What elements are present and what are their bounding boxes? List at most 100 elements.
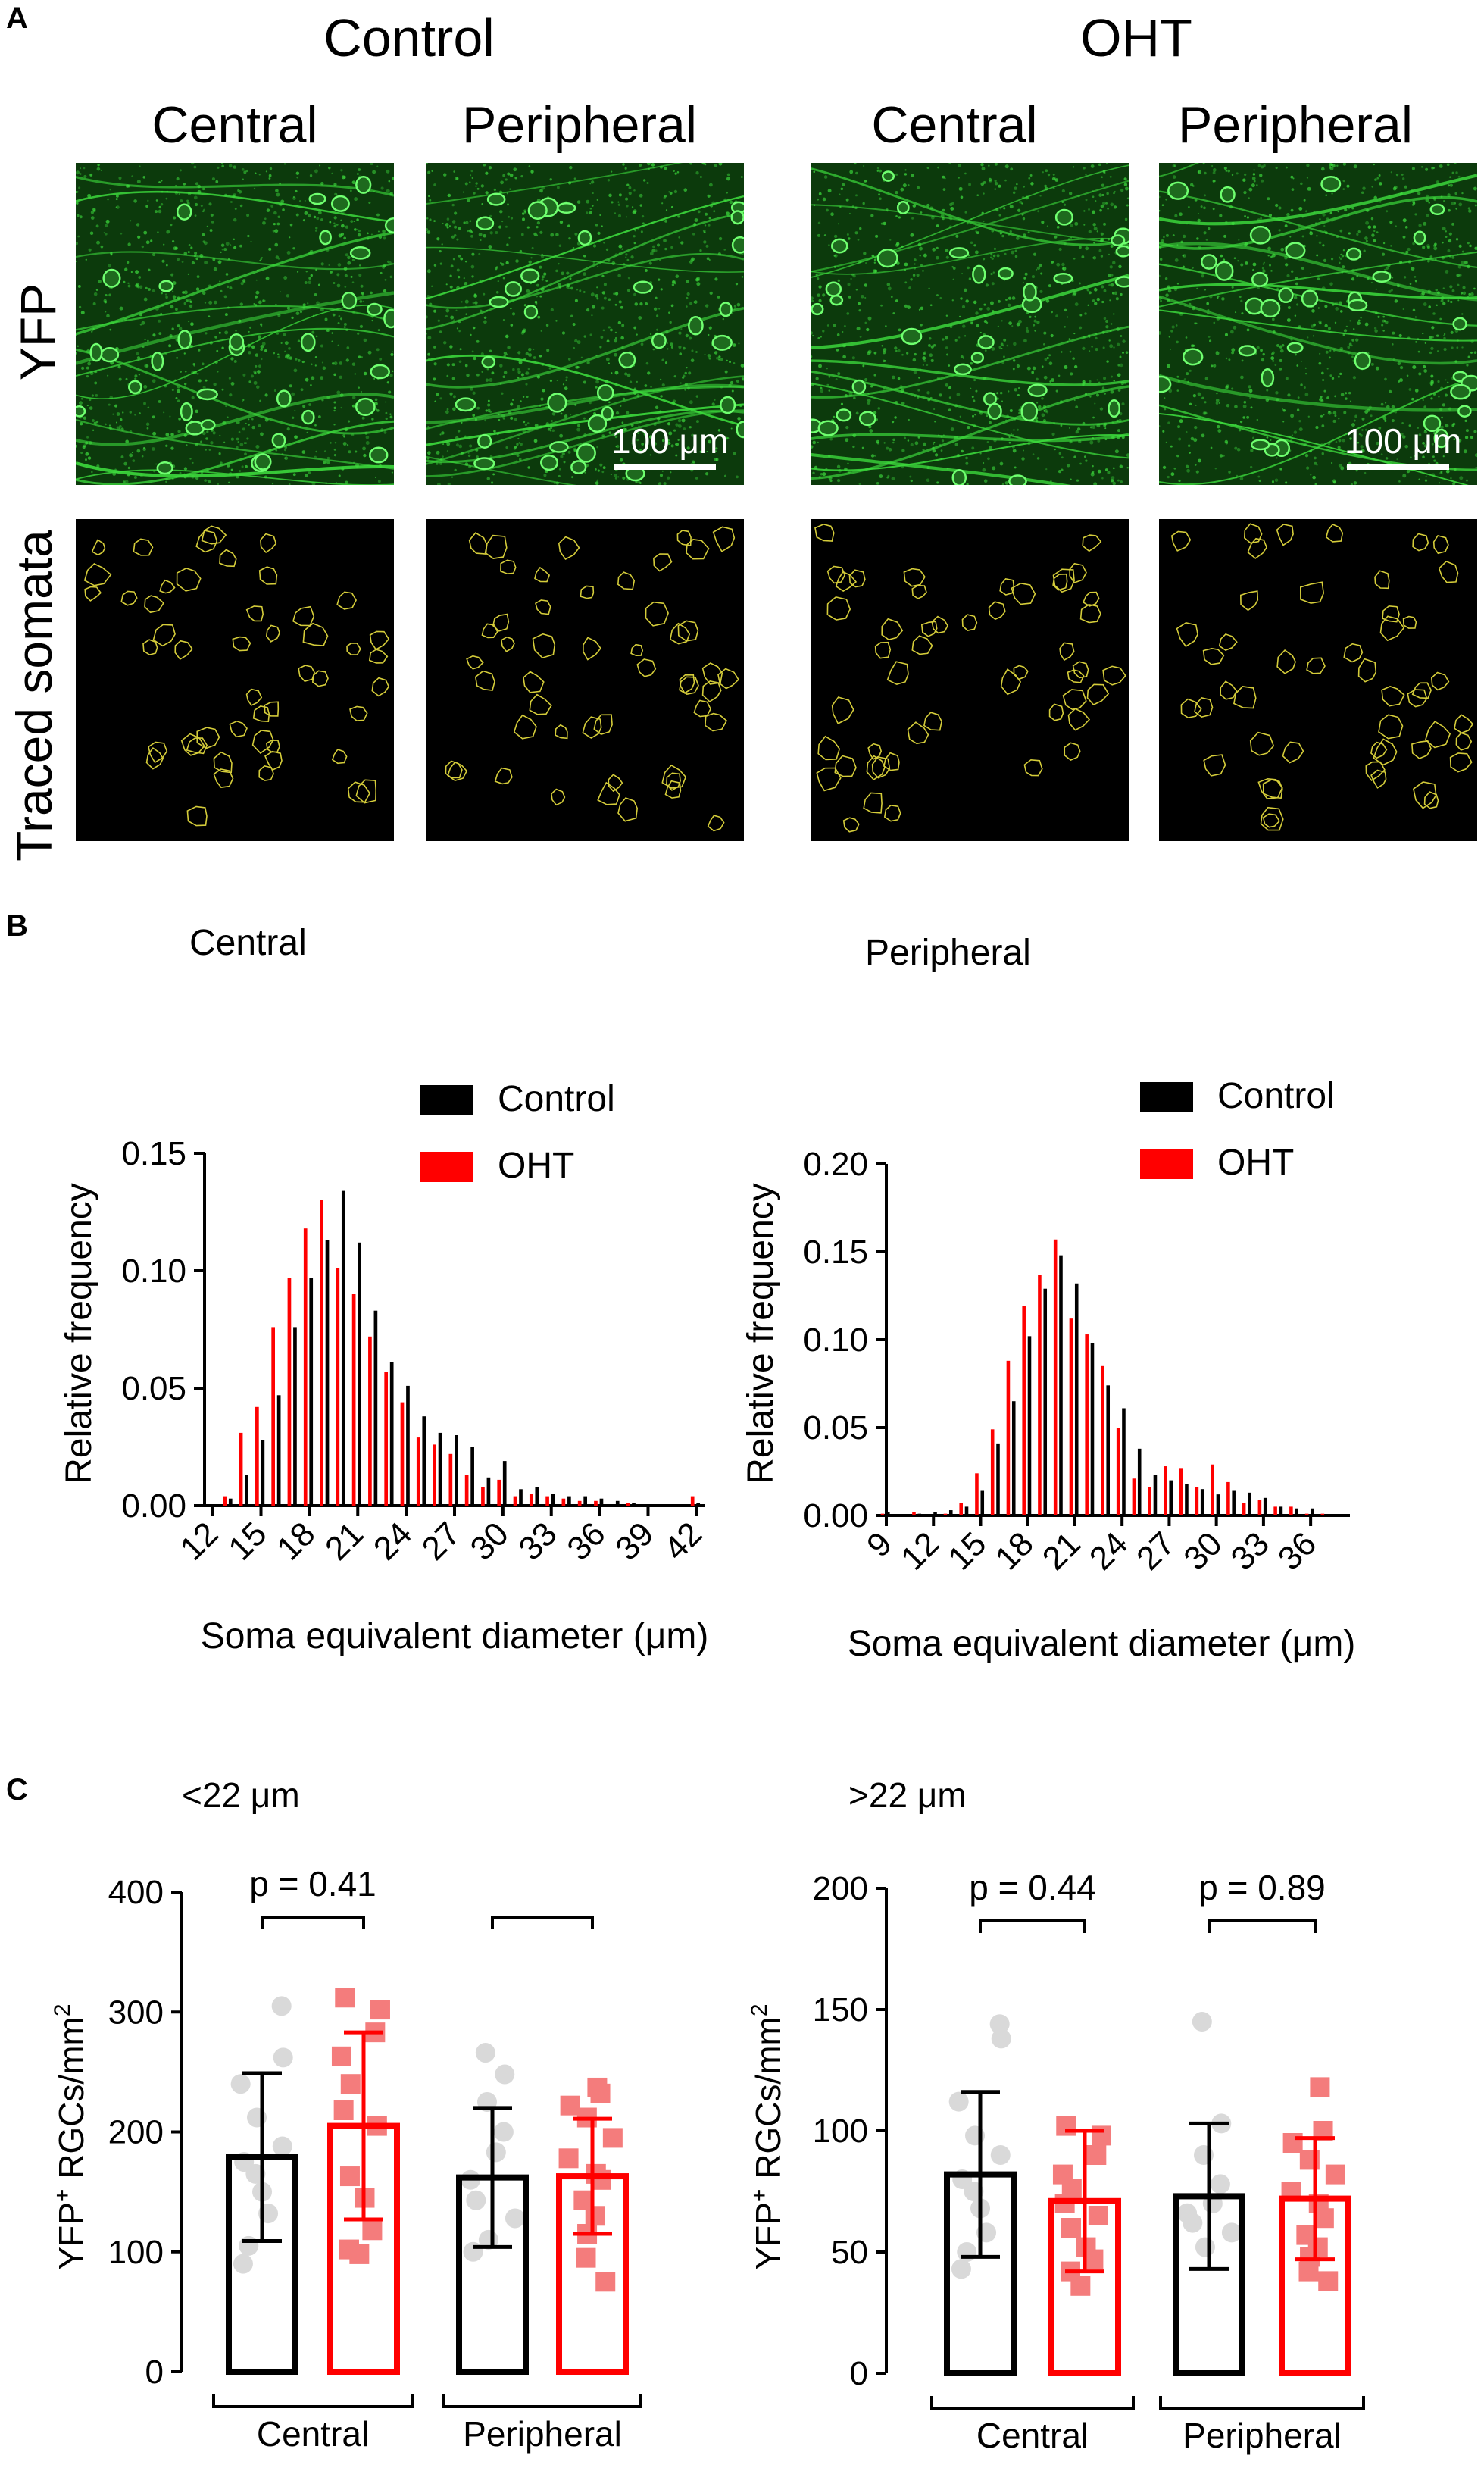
fiber-speckle [313, 215, 317, 219]
fiber-speckle [1411, 397, 1414, 401]
scale-bar-label: 100 μm [1345, 421, 1462, 461]
fiber-speckle [659, 474, 664, 477]
fiber-speckle [127, 242, 131, 246]
fiber-speckle [1126, 453, 1129, 458]
traced-soma-outline [176, 568, 202, 592]
fiber-speckle [1303, 199, 1306, 202]
fiber-speckle [622, 476, 626, 480]
fiber-speckle [741, 276, 744, 278]
axon-fiber [426, 246, 744, 273]
fiber-speckle [1108, 283, 1111, 286]
fiber-speckle [998, 214, 1001, 217]
fiber-speckle [922, 364, 924, 366]
fiber-speckle [1117, 342, 1120, 346]
traced-soma-outline [133, 538, 154, 556]
histogram-bar-control [964, 1506, 969, 1515]
fiber-speckle [367, 232, 369, 235]
fiber-speckle [1114, 191, 1116, 193]
fiber-speckle [677, 418, 682, 423]
fiber-speckle [975, 389, 978, 393]
traced-soma-outline [445, 760, 463, 779]
fiber-speckle [525, 372, 527, 374]
col-title-oht-peripheral: Peripheral [1178, 96, 1413, 154]
fiber-speckle [340, 406, 342, 409]
fiber-speckle [346, 444, 349, 446]
traced-soma-outline [1299, 581, 1325, 604]
fiber-speckle [812, 471, 815, 475]
fiber-speckle [337, 321, 340, 324]
fiber-speckle [1054, 448, 1056, 451]
fiber-speckle [1390, 171, 1392, 174]
fiber-speckle [636, 333, 638, 336]
fiber-speckle [339, 375, 342, 379]
fiber-speckle [901, 465, 904, 469]
fiber-speckle [1345, 392, 1348, 395]
histogram-bar-control [1216, 1494, 1220, 1515]
fiber-speckle [221, 164, 224, 168]
fiber-speckle [533, 356, 536, 359]
traced-soma-outline [1343, 643, 1364, 663]
fiber-speckle [375, 408, 377, 411]
fiber-speckle [180, 199, 183, 203]
fiber-speckle [220, 163, 223, 164]
histogram-bar-oht [975, 1473, 979, 1515]
fiber-speckle [1262, 263, 1264, 265]
fiber-speckle [320, 262, 324, 266]
fiber-speckle [107, 374, 109, 377]
rgc-soma [1238, 345, 1257, 357]
fiber-speckle [1031, 275, 1036, 279]
fiber-speckle [1463, 449, 1467, 454]
fiber-speckle [1287, 305, 1292, 310]
fiber-speckle [172, 290, 174, 292]
fiber-speckle [974, 414, 976, 416]
fiber-speckle [480, 239, 482, 242]
rgc-soma [196, 388, 218, 401]
fiber-speckle [739, 254, 742, 256]
fiber-speckle [1462, 286, 1466, 289]
fiber-speckle [1395, 174, 1399, 177]
fiber-speckle [343, 236, 347, 240]
fiber-speckle [583, 255, 586, 258]
fiber-speckle [228, 164, 233, 168]
fiber-speckle [80, 397, 83, 400]
histogram-bar-oht [1179, 1468, 1183, 1515]
fiber-speckle [463, 191, 465, 193]
fiber-speckle [119, 306, 123, 311]
fiber-speckle [1349, 320, 1351, 322]
traced-soma-outline [264, 750, 283, 771]
fiber-speckle [268, 247, 272, 251]
legend-swatch-control [1140, 1082, 1193, 1112]
data-point-central-oht [1070, 2276, 1091, 2296]
fiber-speckle [449, 285, 453, 289]
histogram-bar-oht [1069, 1318, 1073, 1515]
fiber-speckle [1103, 377, 1107, 380]
legend-swatch-control [420, 1085, 473, 1115]
fiber-speckle [137, 286, 140, 289]
fiber-speckle [198, 379, 202, 383]
fiber-speckle [1354, 414, 1358, 418]
fiber-speckle [1217, 429, 1222, 433]
histogram-bar-control [486, 1477, 491, 1506]
fiber-speckle [820, 386, 823, 389]
traced-soma-outline [1000, 668, 1022, 696]
fiber-speckle [345, 480, 348, 484]
fiber-speckle [336, 390, 341, 395]
fiber-speckle [308, 277, 311, 280]
fiber-speckle [1342, 179, 1345, 183]
fiber-speckle [431, 285, 433, 287]
p-value-label: p = 0.44 [969, 1868, 1096, 1907]
fiber-speckle [1470, 351, 1473, 354]
fiber-speckle [597, 231, 601, 235]
fiber-speckle [1234, 446, 1238, 450]
fiber-speckle [230, 201, 233, 203]
fiber-speckle [1182, 234, 1186, 239]
traced-soma-outline [1069, 562, 1087, 583]
traced-soma-outline [707, 815, 725, 832]
fiber-speckle [985, 283, 989, 287]
fiber-speckle [675, 443, 680, 446]
fiber-speckle [1109, 175, 1112, 178]
fiber-speckle [293, 368, 298, 373]
group-label: Peripheral [1183, 2416, 1342, 2455]
fiber-speckle [1014, 388, 1017, 392]
fiber-speckle [692, 460, 695, 464]
